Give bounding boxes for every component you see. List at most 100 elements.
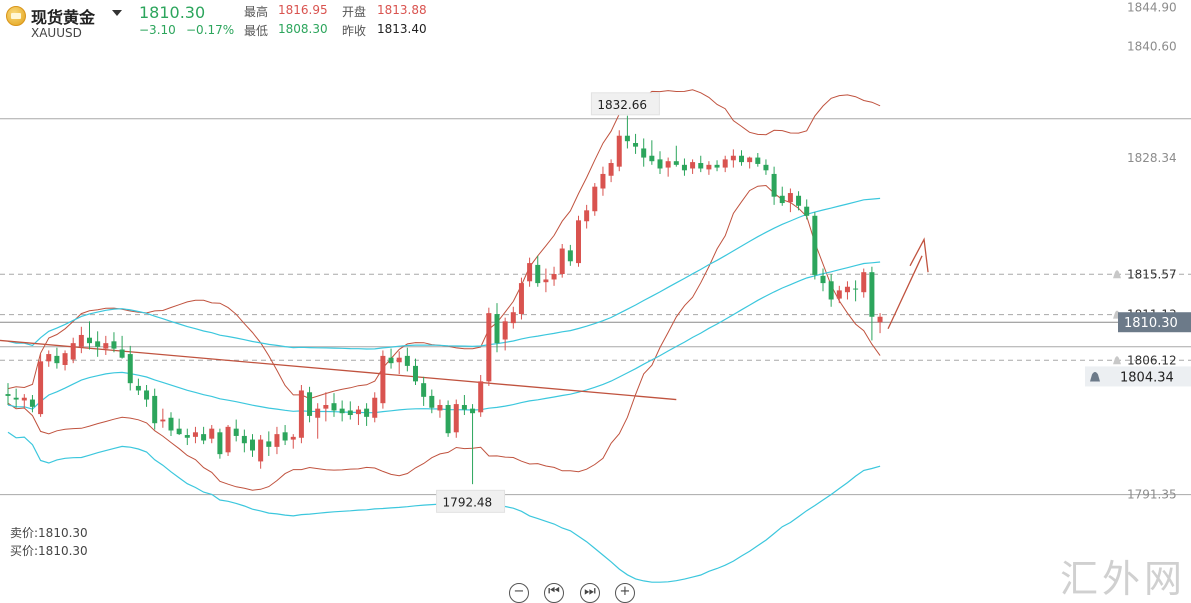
candle-body	[804, 206, 810, 216]
step-back-button[interactable]: ⏮	[544, 583, 564, 603]
candle-body	[657, 159, 663, 169]
candle-body	[592, 186, 598, 212]
axis-tick-label: 1828.34	[1127, 151, 1177, 165]
candle-body	[307, 392, 313, 416]
candle-body	[258, 439, 264, 462]
candle-body	[152, 395, 158, 424]
candle-body	[453, 404, 459, 433]
candle-body	[494, 314, 500, 344]
candle-body	[608, 163, 614, 176]
candle-body	[315, 408, 321, 418]
lower-band-line	[7, 184, 881, 491]
candle-body	[747, 157, 753, 163]
candle-body	[429, 395, 435, 408]
candle-body	[543, 279, 549, 283]
high-value: 1816.95	[278, 3, 328, 17]
candle-body	[127, 354, 133, 384]
candle-body	[861, 272, 867, 293]
candle-body	[445, 405, 451, 434]
candle-body	[323, 405, 329, 409]
price-lines	[0, 118, 1191, 496]
sell-price: 卖价:1810.30	[10, 526, 88, 540]
candle-body	[690, 162, 696, 169]
annotations: 1832.66 1792.48	[436, 92, 660, 513]
candle-body	[559, 248, 565, 275]
candle-body	[103, 343, 109, 349]
candle-body	[184, 435, 190, 438]
candle-body	[38, 361, 44, 415]
high-marker-box	[590, 92, 660, 116]
skip-back-icon: ⏮	[548, 584, 560, 599]
candle-body	[779, 195, 785, 204]
candle-body	[470, 408, 476, 414]
candle-body	[535, 264, 541, 284]
candle-body	[649, 155, 655, 162]
candle-body	[739, 155, 744, 163]
candle-body	[233, 428, 239, 436]
candle-body	[144, 390, 150, 400]
watermark: 汇外网	[1060, 557, 1187, 601]
candle-body	[331, 403, 337, 411]
zoom-out-button[interactable]: −	[509, 583, 529, 603]
candle-body	[681, 164, 687, 171]
ma-mid-line	[7, 261, 881, 414]
gold-coin-icon	[6, 6, 26, 26]
candle-body	[95, 341, 101, 347]
candle-body	[730, 155, 736, 161]
candle-body	[13, 397, 19, 400]
current-price: 1810.30	[139, 3, 206, 22]
candle-body	[347, 410, 353, 416]
open-value: 1813.88	[377, 3, 427, 17]
candle-body	[812, 215, 818, 275]
candle-body	[877, 316, 883, 323]
candle-body	[551, 274, 557, 280]
candle-body	[853, 288, 859, 290]
candle-body	[274, 434, 280, 447]
candles	[5, 115, 883, 485]
bell-icon	[1090, 371, 1100, 382]
candle-body	[771, 173, 777, 197]
instrument-name[interactable]: 现货黄金	[31, 8, 96, 27]
axis-tick-label: 1806.12	[1127, 353, 1177, 367]
candle-body	[763, 164, 769, 171]
instrument-symbol: XAUUSD	[31, 26, 82, 40]
high-label: 最高	[244, 5, 269, 19]
low-label: 最低	[244, 24, 269, 38]
candle-body	[298, 390, 304, 438]
chevron-down-icon[interactable]	[112, 10, 122, 16]
step-forward-button[interactable]: ⏭	[580, 583, 600, 603]
candle-body	[567, 250, 573, 262]
zoom-in-button[interactable]: +	[615, 583, 635, 603]
candle-body	[266, 441, 272, 447]
current-price-tag	[1118, 312, 1191, 333]
indicator-lines	[0, 89, 929, 583]
candle-body	[404, 355, 410, 366]
candle-body	[820, 275, 826, 284]
candle-body	[796, 195, 802, 206]
forecast-arrow-line	[887, 255, 923, 330]
candle-body	[217, 432, 223, 455]
alert-price-tag	[1085, 366, 1191, 387]
candle-body	[616, 135, 622, 167]
candle-body	[29, 399, 35, 407]
candle-body	[225, 426, 231, 453]
low-marker-box	[436, 489, 506, 513]
candle-body	[413, 365, 418, 382]
candle-body	[633, 143, 639, 147]
candle-body	[160, 419, 166, 422]
candle-body	[5, 394, 11, 396]
trend-line	[0, 339, 677, 401]
candle-body	[339, 408, 345, 414]
candle-body	[706, 164, 712, 170]
low-value: 1808.30	[278, 22, 328, 36]
candle-body	[698, 163, 704, 169]
candle-body	[168, 417, 174, 431]
axis-tick-label: 1844.90	[1127, 0, 1177, 14]
candle-body	[201, 434, 207, 441]
candle-body	[836, 290, 842, 299]
candle-body	[396, 357, 402, 363]
candle-body	[584, 210, 590, 222]
candle-body	[192, 432, 198, 437]
candle-body	[70, 343, 76, 360]
